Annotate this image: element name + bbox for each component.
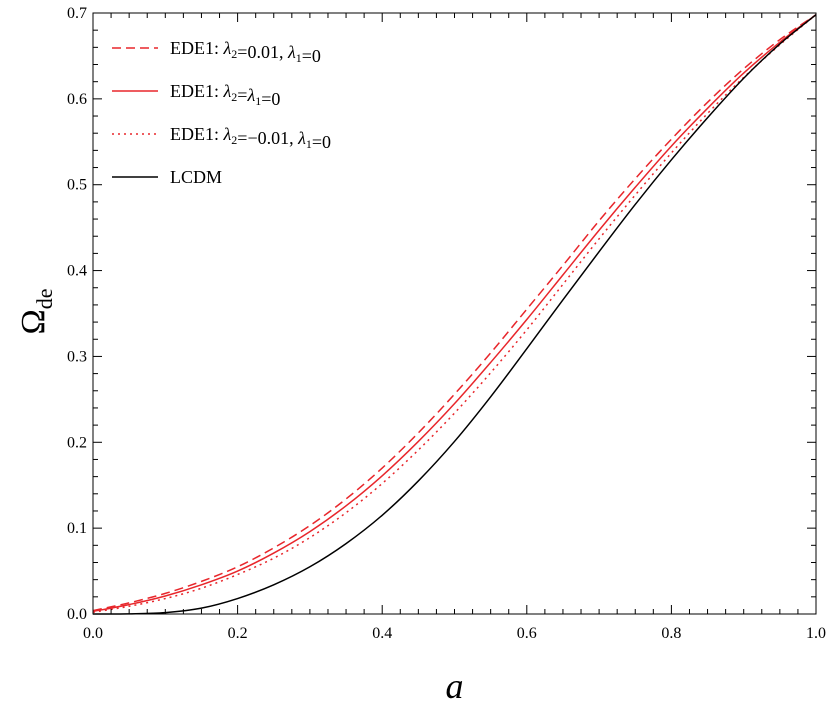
- legend-label-3: EDE1: λ2=−0.01, λ1=0: [170, 124, 331, 152]
- y-axis-title-subscript: de: [32, 288, 57, 309]
- y-tick-label: 0.0: [67, 606, 87, 623]
- y-axis-title: Ωde: [15, 288, 57, 334]
- legend-label-2: EDE1: λ2=λ1=0: [170, 81, 280, 109]
- y-tick-label: 0.2: [67, 434, 87, 451]
- legend-label-1: EDE1: λ2=0.01, λ1=0: [170, 38, 321, 66]
- series-line-3: [92, 14, 817, 614]
- y-axis-title-text: Ωde: [15, 288, 57, 334]
- legend-label-4: LCDM: [170, 167, 222, 187]
- series-line-1: [92, 14, 817, 612]
- axes-layer: 0.0 0.2 0.4 0.6 0.8 1.0 0.0 0.1 0.2 0.3 0.4 0.5 0.6 0…: [67, 5, 826, 642]
- y-tick-label: 0.3: [67, 348, 87, 365]
- series-layer: [92, 14, 817, 615]
- legend: EDE1: λ2=0.01, λ1=0 EDE1: λ2=λ1=0 EDE1: λ2…: [112, 38, 331, 187]
- y-tick-label: 0.4: [67, 263, 87, 280]
- x-tick-label: 0.4: [372, 625, 392, 642]
- x-tick-label: 0.2: [228, 625, 248, 642]
- x-axis-title: a: [446, 666, 464, 706]
- series-line-4: [92, 14, 817, 615]
- x-tick-label: 1.0: [806, 625, 826, 642]
- y-axis-title-main: Ω: [15, 309, 52, 334]
- x-tick-label: 0.6: [517, 625, 537, 642]
- y-tick-label: 0.7: [67, 5, 87, 22]
- series-line-2: [92, 14, 817, 613]
- x-tick-label: 0.8: [661, 625, 681, 642]
- y-tick-label: 0.1: [67, 520, 87, 537]
- x-tick-label: 0.0: [83, 625, 103, 642]
- y-tick-label: 0.6: [67, 91, 87, 108]
- y-tick-label: 0.5: [67, 177, 87, 194]
